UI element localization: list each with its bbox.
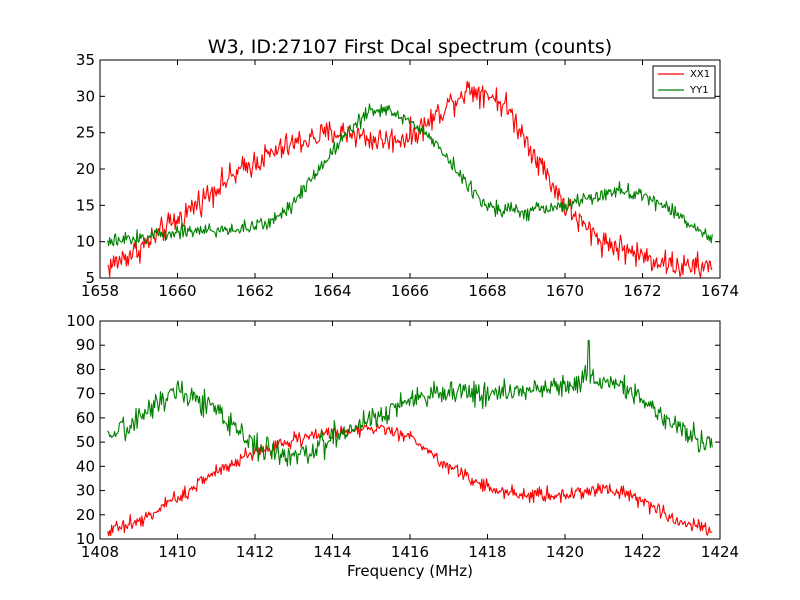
x-tick-label: 1410 bbox=[158, 543, 196, 561]
y-tick-label: 20 bbox=[76, 160, 95, 178]
x-tick-label: 1408 bbox=[81, 543, 119, 561]
y-tick-label: 10 bbox=[76, 530, 95, 548]
y-tick-label: 80 bbox=[76, 360, 95, 378]
legend-label-yy1: YY1 bbox=[689, 85, 709, 96]
plot-background bbox=[100, 321, 720, 539]
x-tick-label: 1424 bbox=[701, 543, 739, 561]
x-tick-label: 1668 bbox=[468, 282, 506, 300]
x-tick-label: 1666 bbox=[391, 282, 429, 300]
x-tick-label: 1662 bbox=[236, 282, 274, 300]
x-tick-label: 1418 bbox=[468, 543, 506, 561]
plot-background bbox=[100, 60, 720, 278]
x-tick-label: 1414 bbox=[313, 543, 351, 561]
y-tick-label: 100 bbox=[66, 312, 95, 330]
chart-title: W3, ID:27107 First Dcal spectrum (counts… bbox=[208, 36, 612, 58]
y-tick-label: 35 bbox=[76, 51, 95, 69]
series-line-xx1 bbox=[107, 422, 713, 537]
legend-label-xx1: XX1 bbox=[690, 69, 710, 80]
top-plot-area bbox=[100, 60, 720, 278]
x-tick-label: 1674 bbox=[701, 282, 739, 300]
y-tick-label: 30 bbox=[76, 482, 95, 500]
bottom-spectrum-chart: 1408 1410 1412 1414 1416 1418 1420 1422 1424 10 20… bbox=[66, 312, 739, 580]
x-tick-label: 1660 bbox=[158, 282, 196, 300]
x-tick-label: 1420 bbox=[546, 543, 584, 561]
series-line-yy1 bbox=[107, 103, 713, 247]
y-tick-label: 90 bbox=[76, 336, 95, 354]
x-tick-label: 1670 bbox=[546, 282, 584, 300]
top-series-layer bbox=[107, 80, 713, 278]
y-tick-label: 50 bbox=[76, 433, 95, 451]
series-line-yy1 bbox=[107, 339, 713, 467]
y-tick-label: 40 bbox=[76, 457, 95, 475]
y-tick-label: 20 bbox=[76, 506, 95, 524]
bottom-plot-area bbox=[100, 321, 720, 539]
legend: XX1 YY1 bbox=[652, 65, 716, 99]
series-line-xx1 bbox=[107, 80, 713, 278]
y-tick-label: 5 bbox=[85, 269, 95, 287]
bottom-axes-layer: 1408 1410 1412 1414 1416 1418 1420 1422 1424 10 20… bbox=[66, 312, 739, 561]
x-tick-label: 1416 bbox=[391, 543, 429, 561]
y-tick-label: 15 bbox=[76, 196, 95, 214]
x-axis-label: Frequency (MHz) bbox=[347, 562, 473, 580]
y-tick-label: 10 bbox=[76, 233, 95, 251]
top-axes-layer: 1658 1660 1662 1664 1666 1668 1670 1672 1674 5 10 1… bbox=[76, 51, 739, 300]
x-tick-label: 1664 bbox=[313, 282, 351, 300]
legend-box bbox=[652, 65, 716, 99]
bottom-series-layer bbox=[107, 339, 713, 537]
y-tick-label: 30 bbox=[76, 87, 95, 105]
x-tick-label: 1672 bbox=[623, 282, 661, 300]
top-spectrum-chart: W3, ID:27107 First Dcal spectrum (counts… bbox=[76, 36, 739, 300]
x-tick-label: 1422 bbox=[623, 543, 661, 561]
y-tick-label: 70 bbox=[76, 385, 95, 403]
y-tick-label: 25 bbox=[76, 124, 95, 142]
x-tick-label: 1412 bbox=[236, 543, 274, 561]
y-tick-label: 60 bbox=[76, 409, 95, 427]
x-tick-label: 1658 bbox=[81, 282, 119, 300]
